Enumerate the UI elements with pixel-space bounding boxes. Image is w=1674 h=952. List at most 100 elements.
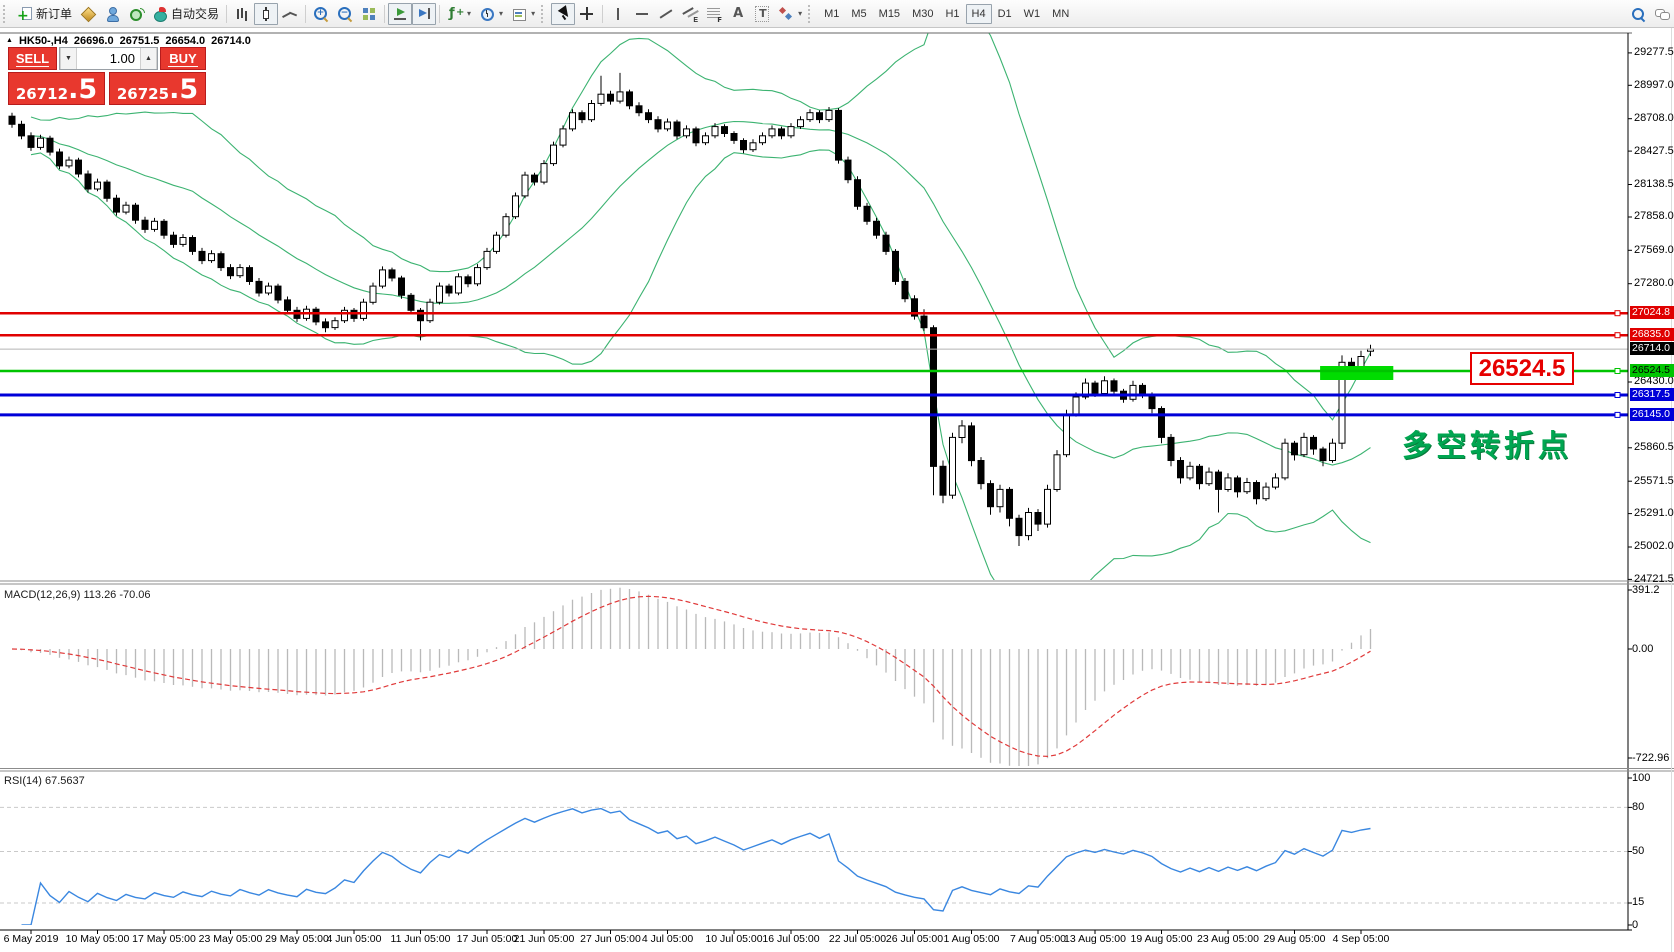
candlestick-chart-button[interactable] [254,2,279,25]
autotrading-button-label: 自动交易 [171,7,220,21]
buy-price-main: 26725 [116,85,170,103]
open-value: 26696.0 [73,35,114,47]
indicators-dropdown[interactable] [443,3,475,25]
price-callout-box[interactable]: 26524.5 [1470,352,1574,385]
doc-plus-icon [17,6,33,23]
timeframe-m1-button-label: M1 [824,7,840,20]
toolbar-grip [808,4,814,23]
tile-windows-button[interactable] [357,3,381,25]
new-order-button[interactable]: 新订单 [13,3,76,25]
toolbar-sep [602,4,604,23]
volume-input[interactable]: 1.00 [109,51,135,66]
sell-button[interactable]: SELL [8,47,57,70]
crosshair-button[interactable] [575,3,599,25]
periods-dropdown[interactable] [475,3,507,25]
timeframe-h1-button-label: H1 [945,7,960,20]
candlestick-icon [258,6,274,22]
search-button[interactable] [1626,3,1650,25]
rsi-line [21,807,1371,925]
buy-price-button[interactable]: 26725.5 [109,72,206,105]
zoom-out-button[interactable] [333,3,357,25]
bar-chart-button[interactable] [230,3,254,25]
signals-button[interactable] [124,3,148,25]
chart-shift-button[interactable] [412,2,437,25]
volume-increase-button[interactable]: ▲ [140,48,157,69]
text-button[interactable] [726,3,750,25]
metaeditor-button[interactable] [76,3,100,25]
chat-button[interactable] [1650,3,1674,25]
timeframe-m30-button-label: M30 [912,7,934,20]
timeframe-m5-button[interactable]: M5 [845,4,872,24]
signal-icon [128,6,146,22]
cursor-button[interactable] [551,2,576,25]
tile-windows-icon [361,6,377,22]
timeframe-m15-button[interactable]: M15 [873,4,906,24]
price-axis[interactable] [1629,33,1674,930]
clock-icon [479,6,495,22]
macd-histogram [20,587,1372,766]
rsi-indicator-label: RSI(14) 67.5637 [4,775,85,787]
timeframe-d1-button[interactable]: D1 [992,4,1018,24]
horizontal-line-button[interactable] [630,3,654,25]
zoom-out-icon [337,6,353,22]
toolbar-grip [541,4,547,23]
timeframe-mn-button-label: MN [1052,7,1070,20]
search-icon [1630,6,1646,22]
close-value: 26714.0 [211,35,251,47]
timeframe-m1-button[interactable]: M1 [818,4,845,24]
template-icon [511,6,527,22]
timeframe-mn-button[interactable]: MN [1046,4,1075,24]
community-button[interactable] [100,3,124,25]
collapse-triangle-icon[interactable]: ▲ [6,37,13,44]
sell-price-button[interactable]: 26712.5 [8,72,105,105]
timeframe-d1-button-label: D1 [997,7,1012,20]
label-button[interactable] [750,3,774,25]
timeframe-m15-button-label: M15 [878,7,901,20]
editor-icon [80,6,96,22]
toolbar-sep [439,4,441,23]
one-click-trading-panel: SELL ▼ 1.00 ▲ BUY 26712.5 26725.5 [8,47,206,105]
autotrading-icon [152,6,168,22]
timeframe-m30-button[interactable]: M30 [906,4,939,24]
buy-button[interactable]: BUY [160,47,206,70]
autotrading-button[interactable]: 自动交易 [148,3,223,25]
chart-note-text[interactable]: 多空转折点 [1402,430,1572,463]
timeframe-h1-button[interactable]: H1 [939,4,965,24]
templates-dropdown[interactable] [507,3,539,25]
new-order-button-label: 新订单 [36,7,73,21]
bollinger-bands [30,33,1371,580]
time-axis[interactable] [0,931,1628,949]
line-chart-button[interactable] [278,3,302,25]
label-icon [754,5,770,22]
cursor-icon [555,6,571,22]
vertical-line-button[interactable] [606,3,630,25]
timeframe-m5-button-label: M5 [851,7,867,20]
zoom-in-icon [313,6,329,22]
timeframe-w1-button[interactable]: W1 [1018,4,1047,24]
crosshair-icon [579,6,595,22]
macd-signal-line [11,595,1371,758]
arrows-dropdown[interactable] [774,3,806,25]
trendline-button[interactable] [654,3,678,25]
highlight-rectangle [1320,366,1394,380]
timeframe-h4-button[interactable]: H4 [965,3,992,24]
toolbar-sep [384,4,386,23]
horizontal-lines [0,310,1628,418]
sell-price-main: 26712 [15,85,69,103]
fibonacci-icon [706,6,722,24]
high-value: 26751.5 [119,35,160,47]
line-chart-icon [282,6,298,22]
person-icon [104,6,120,22]
auto-scroll-button[interactable] [388,2,413,25]
fibonacci-button[interactable] [702,3,726,25]
indicators-icon [447,6,464,22]
volume-stepper: ▼ 1.00 ▲ [59,47,158,70]
zoom-in-button[interactable] [309,3,333,25]
volume-decrease-button[interactable]: ▼ [60,48,77,69]
timeframe-w1-button-label: W1 [1023,7,1041,20]
symbol-period-label: HK50-,H4 [18,35,68,47]
equidistant-channel-button[interactable] [678,3,702,25]
toolbar-sep [226,4,228,23]
